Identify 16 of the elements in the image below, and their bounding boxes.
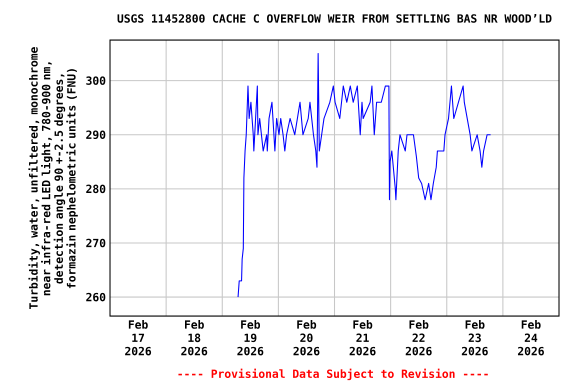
- x-tick-label: Feb 22 2026: [406, 320, 432, 356]
- x-tick-label: Feb 20 2026: [293, 320, 320, 356]
- x-tick-label: Feb 19 2026: [237, 320, 264, 356]
- x-tick-label: Feb 24 2026: [518, 320, 544, 356]
- y-tick-label: 280: [86, 184, 106, 194]
- y-axis-title: Turbidity, water, unfiltered, monochrome near infra-red LED light, 780-900 nm, detection angle 90 +-2.5 degrees, formazin nephelometric units (FNU): [28, 47, 78, 309]
- y-tick-label: 300: [86, 76, 106, 85]
- x-tick-label: Feb 23 2026: [462, 320, 488, 356]
- x-tick-label: Feb 21 2026: [350, 320, 376, 356]
- y-tick-label: 260: [86, 292, 106, 302]
- chart-title: USGS 11452800 CACHE C OVERFLOW WEIR FROM SETTLING BAS NR WOOD’LD: [118, 14, 552, 23]
- x-tick-label: Feb 18 2026: [181, 320, 208, 356]
- y-tick-label: 270: [86, 238, 106, 248]
- y-tick-label: 290: [86, 130, 106, 140]
- text: ---- Provisional Data Subject to Revision ----: [178, 368, 488, 380]
- x-tick-label: Feb 17 2026: [125, 320, 152, 356]
